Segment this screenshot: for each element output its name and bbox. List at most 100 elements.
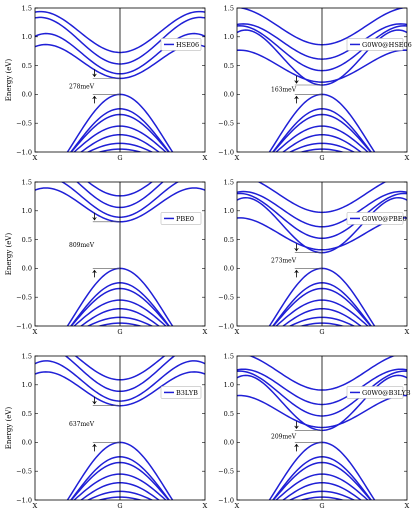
y-tick-label: 1.0 — [224, 381, 234, 389]
x-tick-label: X — [235, 328, 240, 336]
y-tick-label: −1.0 — [218, 148, 234, 156]
arrow-up-icon — [294, 269, 299, 278]
gap-label: 637meV — [69, 421, 95, 428]
y-tick-label: −0.5 — [16, 294, 32, 302]
x-tick-label: X — [203, 328, 208, 336]
panel-frame — [34, 181, 206, 327]
arrow-up-icon — [92, 95, 97, 104]
x-tick-label: X — [203, 154, 208, 162]
panel-frame — [236, 7, 408, 153]
x-tick-label: G — [117, 502, 122, 510]
y-tick-label: 0.0 — [224, 439, 234, 447]
panel-frame — [236, 181, 408, 327]
y-tick-label: 1.5 — [224, 4, 234, 12]
y-tick-label: 0.0 — [224, 265, 234, 273]
gap-label: 278meV — [69, 83, 95, 90]
legend-label: B3LYB — [176, 389, 198, 397]
y-tick-label: 1.0 — [224, 207, 234, 215]
legend-box — [346, 386, 404, 399]
y-tick-label: 1.5 — [22, 178, 32, 186]
y-tick-label: −0.5 — [218, 294, 234, 302]
y-tick-label: 0.0 — [224, 91, 234, 99]
gap-label: 163meV — [271, 87, 297, 94]
y-tick-label: 1.5 — [224, 352, 234, 360]
legend-box — [160, 38, 202, 51]
y-tick-label: 0.5 — [224, 236, 234, 244]
legend-box — [160, 386, 202, 399]
legend-label: G0W0@PBE0 — [362, 215, 407, 223]
x-tick-label: X — [405, 502, 410, 510]
y-tick-label: −0.5 — [218, 120, 234, 128]
x-tick-label: X — [33, 502, 38, 510]
y-axis-label: Energy (eV) — [5, 407, 13, 450]
y-tick-label: −1.0 — [218, 496, 234, 504]
arrow-up-icon — [294, 443, 299, 452]
y-tick-label: −1.0 — [218, 322, 234, 330]
y-tick-label: −1.0 — [16, 148, 32, 156]
legend-box — [160, 212, 202, 225]
y-tick-label: −1.0 — [16, 322, 32, 330]
y-tick-label: −0.5 — [16, 120, 32, 128]
panel-frame — [236, 355, 408, 501]
y-tick-label: 0.0 — [22, 265, 32, 273]
y-tick-label: −0.5 — [218, 468, 234, 476]
y-tick-label: 0.5 — [22, 62, 32, 70]
x-tick-label: X — [235, 154, 240, 162]
y-axis-label: Energy (eV) — [5, 59, 13, 102]
legend-label: PBE0 — [176, 215, 194, 223]
y-tick-label: 1.0 — [22, 381, 32, 389]
x-tick-label: X — [203, 502, 208, 510]
y-tick-label: 1.5 — [22, 4, 32, 12]
arrow-down-icon — [294, 421, 299, 430]
y-tick-label: 1.0 — [224, 33, 234, 41]
legend-label: G0W0@B3LYB — [362, 389, 411, 397]
y-tick-label: 0.0 — [22, 439, 32, 447]
y-tick-label: 0.5 — [22, 236, 32, 244]
legend-label: G0W0@HSE06 — [362, 41, 412, 49]
y-tick-label: 0.5 — [224, 410, 234, 418]
x-tick-label: G — [319, 154, 324, 162]
arrow-down-icon — [92, 396, 97, 405]
legend-box — [346, 212, 404, 225]
gap-label: 273meV — [271, 258, 297, 265]
y-tick-label: 0.5 — [224, 62, 234, 70]
y-tick-label: −1.0 — [16, 496, 32, 504]
y-axis-label: Energy (eV) — [5, 233, 13, 276]
y-tick-label: 1.5 — [22, 352, 32, 360]
arrow-down-icon — [294, 76, 299, 84]
arrow-up-icon — [294, 95, 299, 104]
arrow-up-icon — [92, 269, 97, 278]
x-tick-label: G — [319, 328, 324, 336]
arrow-down-icon — [92, 69, 97, 78]
x-tick-label: G — [117, 154, 122, 162]
panel-frame — [34, 355, 206, 501]
x-tick-label: G — [117, 328, 122, 336]
legend-label: HSE06 — [176, 41, 199, 49]
y-tick-label: 1.5 — [224, 178, 234, 186]
legend-box — [346, 38, 404, 51]
y-tick-label: 1.0 — [22, 33, 32, 41]
arrow-up-icon — [92, 443, 97, 452]
x-tick-label: X — [405, 328, 410, 336]
x-tick-label: G — [319, 502, 324, 510]
x-tick-label: X — [235, 502, 240, 510]
y-tick-label: 0.5 — [22, 410, 32, 418]
arrow-down-icon — [294, 243, 299, 252]
x-tick-label: X — [33, 154, 38, 162]
y-tick-label: 0.0 — [22, 91, 32, 99]
x-tick-label: X — [405, 154, 410, 162]
y-tick-label: −0.5 — [16, 468, 32, 476]
panel-frame — [34, 7, 206, 153]
y-tick-label: 1.0 — [22, 207, 32, 215]
gap-label: 209meV — [271, 433, 297, 440]
x-tick-label: X — [33, 328, 38, 336]
arrow-down-icon — [92, 212, 97, 221]
gap-label: 809meV — [69, 242, 95, 249]
